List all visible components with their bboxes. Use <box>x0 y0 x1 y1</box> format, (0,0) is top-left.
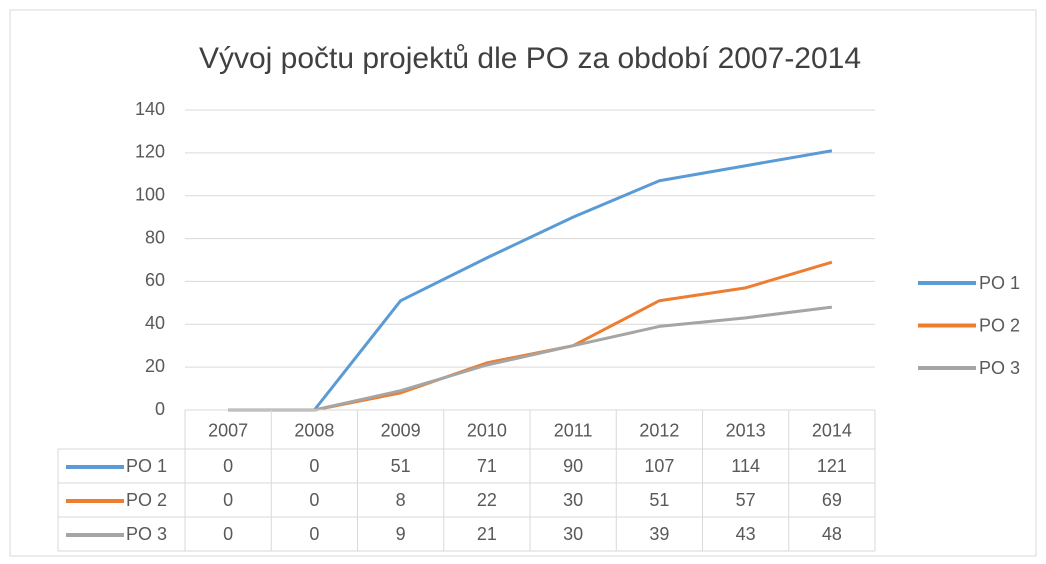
table-value: 0 <box>223 490 233 510</box>
table-value: 0 <box>309 456 319 476</box>
x-tick-label: 2008 <box>294 420 334 440</box>
x-tick-label: 2007 <box>208 420 248 440</box>
y-tick-label: 0 <box>155 399 165 419</box>
chart-frame <box>9 9 1037 557</box>
y-tick-label: 120 <box>135 142 165 162</box>
table-value: 48 <box>822 524 842 544</box>
table-value: 0 <box>223 456 233 476</box>
table-value: 114 <box>731 456 760 476</box>
y-tick-label: 100 <box>135 184 165 204</box>
table-value: 51 <box>649 490 669 510</box>
table-value: 30 <box>563 490 583 510</box>
legend-label: PO 3 <box>979 358 1020 378</box>
y-tick-label: 140 <box>135 99 165 119</box>
table-value: 71 <box>477 456 497 476</box>
x-tick-label: 2010 <box>467 420 507 440</box>
legend-label: PO 1 <box>979 273 1020 293</box>
table-value: 107 <box>644 456 674 476</box>
table-value: 8 <box>396 490 406 510</box>
chart-title: Vývoj počtu projektů dle PO za období 20… <box>199 42 861 75</box>
x-tick-label: 2013 <box>726 420 766 440</box>
y-tick-label: 60 <box>145 270 165 290</box>
table-value: 0 <box>223 524 233 544</box>
legend-label: PO 2 <box>979 315 1020 335</box>
table-value: 51 <box>391 456 411 476</box>
x-tick-label: 2012 <box>639 420 679 440</box>
y-tick-label: 40 <box>145 313 165 333</box>
y-tick-label: 80 <box>145 227 165 247</box>
line <box>228 149 833 412</box>
table-value: 0 <box>309 524 319 544</box>
table-series-label: PO 2 <box>126 490 167 510</box>
table-value: 39 <box>649 524 669 544</box>
table-value: 21 <box>477 524 497 544</box>
table-value: 30 <box>563 524 583 544</box>
table-value: 9 <box>396 524 406 544</box>
table-value: 121 <box>817 456 847 476</box>
table-value: 57 <box>736 490 756 510</box>
table-value: 90 <box>563 456 583 476</box>
x-tick-label: 2011 <box>554 420 593 440</box>
line <box>228 305 833 412</box>
x-tick-label: 2014 <box>812 420 852 440</box>
table-value: 43 <box>736 524 756 544</box>
table-value: 69 <box>822 490 842 510</box>
table-series-label: PO 3 <box>126 524 167 544</box>
table-value: 22 <box>477 490 497 510</box>
x-tick-label: 2009 <box>381 420 421 440</box>
table-value: 0 <box>309 490 319 510</box>
y-tick-label: 20 <box>145 356 165 376</box>
table-series-label: PO 1 <box>126 456 167 476</box>
